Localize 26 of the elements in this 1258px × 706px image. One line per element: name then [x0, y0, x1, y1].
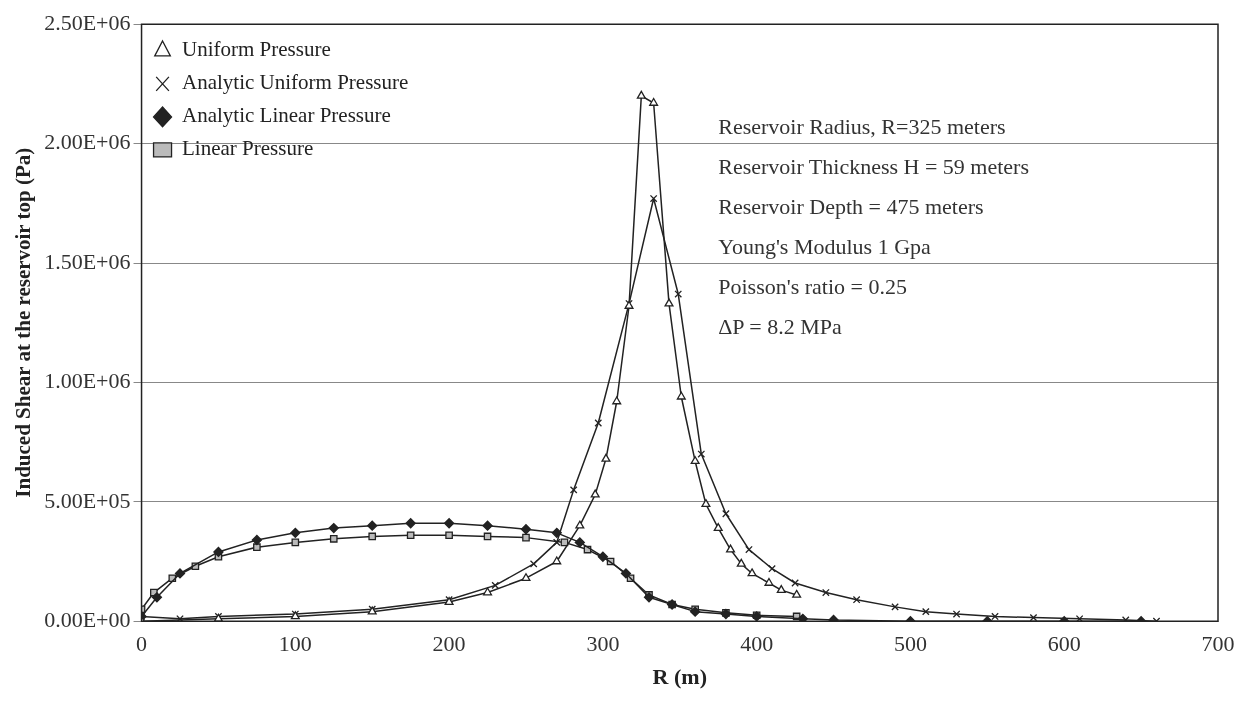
annotation: Young's Modulus 1 Gpa — [718, 233, 932, 259]
x-tick-label: 600 — [1047, 631, 1081, 657]
legend-label: Analytic Linear Pressure — [182, 103, 391, 128]
legend-label: Linear Pressure — [182, 136, 314, 161]
legend-label: Analytic Uniform Pressure — [182, 70, 409, 95]
y-tick-label: 5.00E+05 — [44, 487, 131, 513]
legend-label: Uniform Pressure — [182, 37, 331, 62]
x-tick-label: 200 — [432, 631, 466, 657]
x-tick-label: 100 — [278, 631, 312, 657]
x-tick-label: 0 — [136, 631, 148, 657]
annotation: Reservoir Thickness H = 59 meters — [718, 153, 1029, 179]
x-axis-title: R (m) — [652, 664, 707, 690]
annotation: ΔP = 8.2 MPa — [718, 313, 842, 339]
y-tick-label: 1.50E+06 — [44, 248, 131, 274]
x-tick-label: 300 — [586, 631, 620, 657]
y-axis-title: Induced Shear at the reservoir top (Pa) — [11, 147, 36, 498]
x-tick-label: 400 — [740, 631, 774, 657]
annotation: Reservoir Depth = 475 meters — [718, 193, 984, 219]
x-tick-label: 700 — [1201, 631, 1235, 657]
y-tick-label: 0.00E+00 — [44, 606, 131, 632]
x-tick-label: 500 — [893, 631, 927, 657]
annotation: Poisson's ratio = 0.25 — [718, 273, 907, 299]
y-tick-label: 2.00E+06 — [44, 129, 131, 155]
annotation: Reservoir Radius, R=325 meters — [718, 113, 1006, 139]
y-tick-label: 1.00E+06 — [44, 368, 131, 394]
y-tick-label: 2.50E+06 — [44, 9, 131, 35]
